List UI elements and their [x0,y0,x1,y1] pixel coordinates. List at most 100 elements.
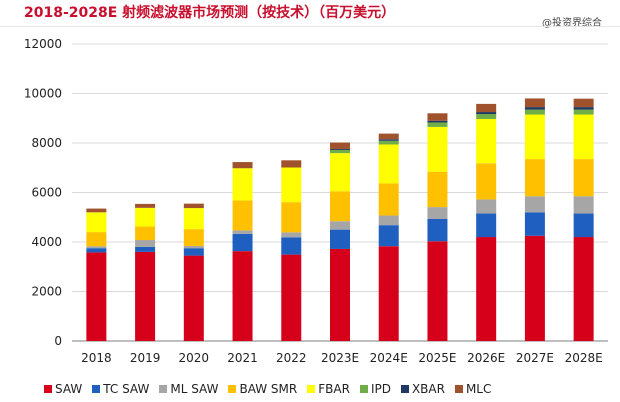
legend-item: SAW [44,382,82,396]
y-tick-label: 12000 [24,37,62,51]
x-tick-label: 2024E [370,351,408,365]
bar-segment-fbar [135,207,156,227]
bar-segment-saw [524,235,545,341]
legend-label: SAW [55,382,83,396]
bar-segment-ml-saw [378,215,399,226]
legend-swatch [307,385,316,393]
bar-segment-fbar [281,167,302,203]
bar-segment-xbar [330,148,350,150]
bar-segment-saw [232,251,253,341]
legend-swatch [454,385,463,393]
x-tick-label: 2019 [130,351,161,365]
bar-segment-mlc [427,113,448,121]
bar-segment-mlc [573,98,594,108]
chart-legend: SAW TC SAW ML SAW BAW SMR FBAR IPD XBAR MLC [44,382,501,396]
bar-segment-ml-saw [573,196,594,214]
bar-segment-ml-saw [476,199,497,214]
bar-segment-ml-saw [330,221,350,230]
bar-segment-baw-smr [183,229,204,246]
bar-segment-ml-saw [281,232,302,238]
bar-segment-baw-smr [476,163,497,200]
bar-segment-baw-smr [427,171,448,208]
legend-swatch [159,385,168,393]
bar-segment-mlc [135,203,156,208]
bar-segment-tc-saw [330,229,350,249]
bar-segment-tc-saw [281,237,302,255]
bar-segment-xbar [476,112,497,115]
bar-segment-xbar [573,107,594,110]
legend-item: MLC [454,382,492,396]
bar-segment-fbar [573,114,594,160]
x-tick-label: 2027E [516,351,554,365]
bar-segment-saw [183,255,204,341]
bar-segment-tc-saw [232,233,253,252]
bar-segment-ipd [378,140,399,145]
x-tick-label: 2022 [276,351,307,365]
bar-segment-saw [573,237,594,341]
bar-segment-mlc [330,142,350,149]
bar-segment-fbar [427,126,448,172]
bar-segment-fbar [524,114,545,160]
legend-swatch [359,385,368,393]
y-tick-label: 2000 [31,285,62,299]
source-watermark: @投资界综合 [542,18,602,29]
bar-segment-mlc [524,98,545,108]
bar-segment-fbar [232,168,253,201]
bar-segment-baw-smr [232,200,253,231]
legend-item: ML SAW [159,382,218,396]
legend-swatch [400,385,409,393]
bar-segment-baw-smr [330,191,350,222]
bar-segment-tc-saw [427,218,448,242]
chart-title: 2018-2028E 射频滤波器市场预测（按技术）（百万美元） [24,5,396,21]
bar-segment-saw [476,237,497,341]
bar-segment-tc-saw [476,213,497,238]
stacked-bar-chart: 0 2000 4000 6000 8000 10000 12000 2018 2019 2020 2… [24,37,608,365]
bar-segment-ipd [330,149,350,154]
x-tick-label: 2023E [321,351,359,365]
legend-label: BAW SMR [239,382,298,396]
bar-segment-tc-saw [573,213,594,238]
x-tick-label: 2020 [179,351,210,365]
legend-label: MLC [465,382,492,396]
y-tick-label: 10000 [24,87,62,101]
legend-item: IPD [359,382,391,396]
bar-segment-saw [281,254,302,341]
bar-segment-ml-saw [135,240,156,247]
legend-label: FBAR [318,382,350,396]
bar-segment-saw [378,246,399,341]
bar-segment-baw-smr [573,159,594,197]
legend-item: BAW SMR [228,382,297,396]
y-tick-label: 6000 [31,186,62,200]
bar-segment-saw [427,241,448,341]
bar-segment-ipd [524,109,545,115]
legend-swatch [228,385,237,393]
bar-segment-saw [330,248,350,341]
legend-item: XBAR [400,382,445,396]
bar-segment-fbar [476,118,497,164]
bar-segment-xbar [524,107,545,110]
legend-item: FBAR [307,382,350,396]
bar-segment-tc-saw [135,246,156,252]
bar-segment-baw-smr [86,232,107,247]
legend-swatch [92,385,101,393]
bar-segment-saw [86,252,107,341]
y-tick-label: 0 [54,334,62,348]
bar-segment-saw [135,251,156,341]
bar-segment-tc-saw [378,225,399,247]
legend-label: ML SAW [170,382,219,396]
bar-segment-baw-smr [281,202,302,233]
bar-segment-ml-saw [427,207,448,219]
legend-item: TC SAW [92,382,149,396]
bar-segment-mlc [476,103,497,113]
bar-segment-ipd [573,109,594,115]
x-tick-label: 2025E [418,351,456,365]
bar-segment-mlc [183,203,204,209]
title-divider [0,26,620,27]
bar-segment-mlc [86,208,107,213]
bar-segment-fbar [183,208,204,230]
legend-label: TC SAW [103,382,150,396]
bar-segment-ml-saw [232,230,253,234]
bar-segment-fbar [378,144,399,184]
bar-segment-tc-saw [524,212,545,236]
legend-label: IPD [370,382,391,396]
